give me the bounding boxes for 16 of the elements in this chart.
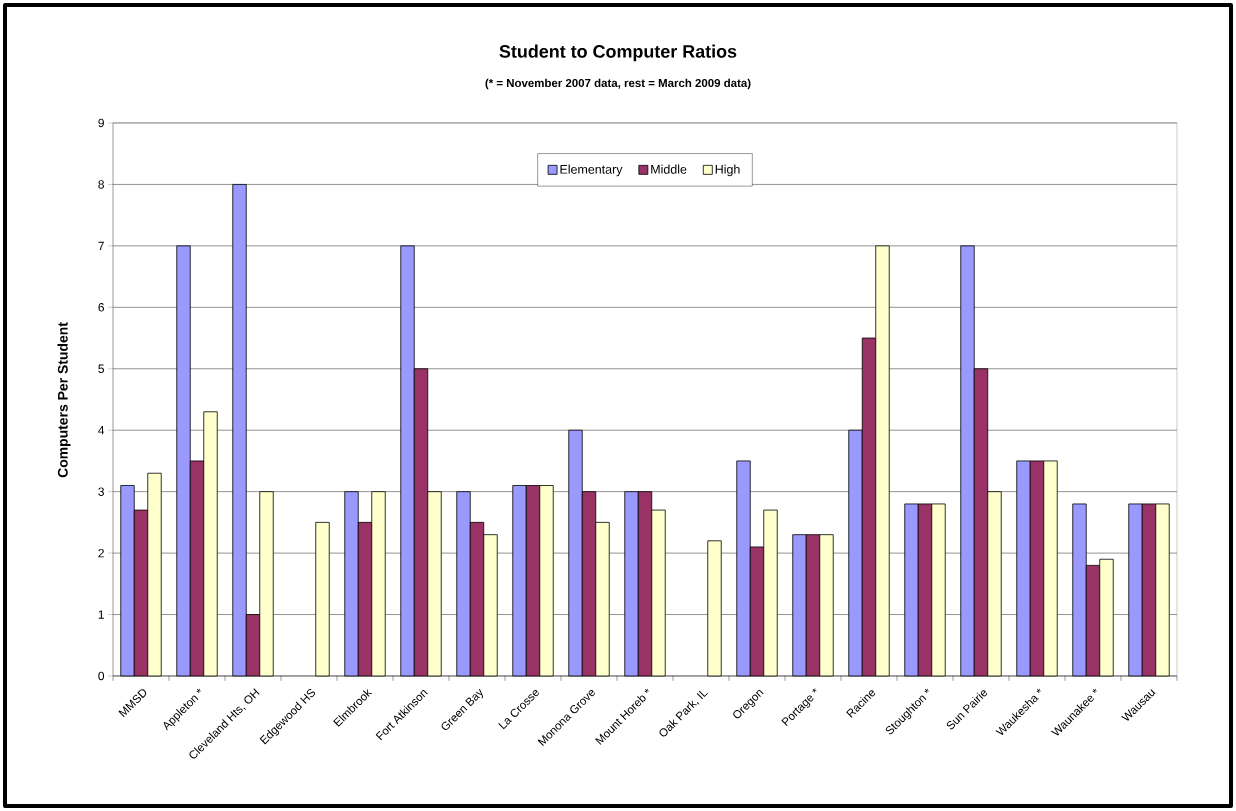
- y-tick-label: 4: [98, 426, 105, 435]
- legend-label: Middle: [651, 164, 687, 174]
- chart-title: Student to Computer Ratios: [499, 44, 737, 62]
- y-tick-label: 8: [98, 180, 104, 189]
- y-tick-label: 1: [98, 610, 104, 619]
- y-tick-label: 9: [98, 118, 104, 128]
- y-tick-label: 5: [98, 364, 104, 373]
- legend-label: Elementary: [560, 164, 623, 177]
- y-axis-title: Computers Per Student: [57, 322, 71, 478]
- y-tick-label: 7: [98, 241, 104, 250]
- y-tick-label: 6: [98, 303, 104, 312]
- y-tick-label: 0: [98, 671, 105, 681]
- chart-subtitle: (* = November 2007 data, rest = March 2009 data): [485, 78, 751, 90]
- y-tick-label: 2: [98, 548, 104, 558]
- y-tick-label: 3: [98, 487, 104, 496]
- legend-label: High: [715, 164, 740, 177]
